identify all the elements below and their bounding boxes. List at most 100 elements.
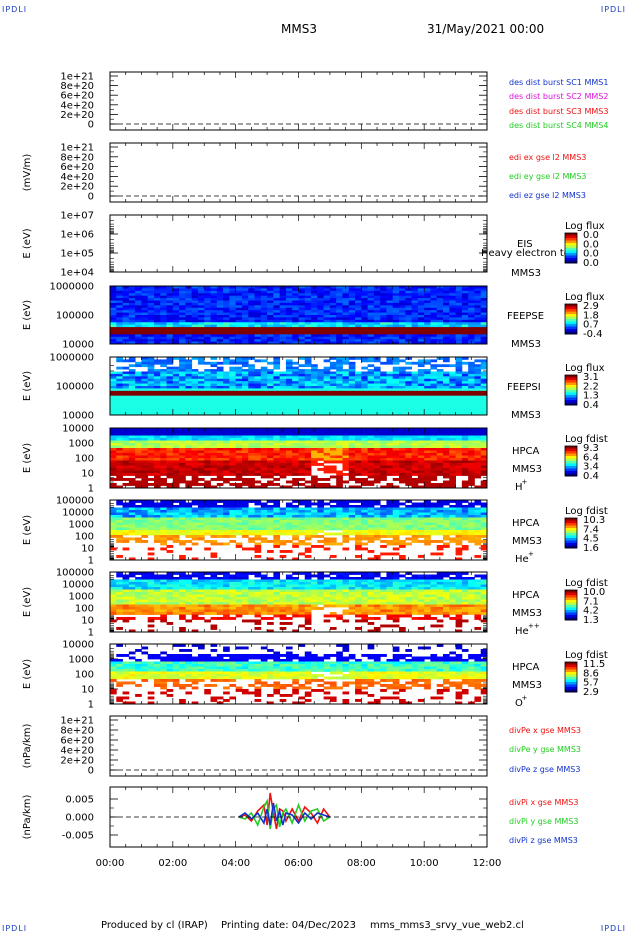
- heatmap-cell: [160, 293, 167, 297]
- heatmap-cell: [191, 430, 199, 434]
- heatmap-cell: [386, 341, 394, 345]
- heatmap-cell: [223, 334, 230, 338]
- heatmap-cell: [367, 453, 375, 456]
- heatmap-cell: [166, 331, 174, 335]
- heatmap-cell: [166, 473, 174, 476]
- heatmap-cell: [185, 388, 193, 392]
- heatmap-cell: [348, 373, 356, 377]
- heatmap-cell: [235, 468, 243, 471]
- heatmap-cell: [430, 329, 438, 333]
- heatmap-cell: [122, 440, 130, 444]
- heatmap-cell: [197, 440, 205, 444]
- heatmap-cell: [172, 288, 180, 292]
- heatmap-cell: [235, 302, 243, 306]
- heatmap-cell: [172, 520, 180, 523]
- heatmap-cell: [110, 458, 117, 461]
- heatmap-cell: [223, 327, 230, 330]
- heatmap-cell: [323, 410, 331, 413]
- heatmap-cell: [147, 527, 155, 531]
- heatmap-cell: [474, 393, 482, 397]
- y-tick-label: 6e+20: [60, 162, 94, 173]
- heatmap-cell: [455, 288, 463, 292]
- heatmap-cell: [204, 369, 211, 372]
- heatmap-cell: [216, 483, 224, 486]
- heatmap-cell: [361, 312, 369, 316]
- heatmap-cell: [147, 361, 155, 365]
- heatmap-cell: [380, 376, 387, 380]
- heatmap-cell: [348, 378, 356, 382]
- heatmap-cell: [323, 448, 331, 451]
- heatmap-cell: [147, 445, 155, 449]
- heatmap-cell: [166, 465, 174, 469]
- heatmap-cell: [172, 448, 180, 451]
- heatmap-cell: [216, 319, 224, 323]
- heatmap-cell: [380, 341, 387, 345]
- heatmap-cell: [147, 324, 155, 328]
- heatmap-cell: [204, 400, 211, 404]
- heatmap-cell: [273, 400, 281, 404]
- heatmap-cell: [424, 412, 431, 416]
- heatmap-cell: [367, 327, 375, 330]
- heatmap-cell: [392, 300, 400, 304]
- heatmap-cell: [197, 450, 205, 454]
- heatmap-cell: [172, 341, 180, 345]
- heatmap-cell: [323, 402, 331, 406]
- heatmap-cell: [185, 468, 193, 471]
- heatmap-cell: [461, 361, 469, 365]
- heatmap-cell: [172, 293, 180, 297]
- heatmap-cell: [348, 445, 356, 449]
- heatmap-cell: [210, 341, 218, 345]
- heatmap-cell: [166, 550, 174, 553]
- heatmap-cell: [298, 453, 306, 456]
- heatmap-cell: [304, 334, 312, 338]
- heatmap-cell: [160, 500, 167, 503]
- heatmap-cell: [304, 412, 312, 416]
- heatmap-cell: [455, 341, 463, 345]
- heatmap-cell: [204, 307, 211, 311]
- heatmap-cell: [443, 412, 450, 416]
- heatmap-cell: [110, 390, 117, 394]
- y-tick-label: 4e+20: [60, 172, 94, 183]
- heatmap-cell: [455, 319, 463, 323]
- heatmap-cell: [380, 443, 387, 446]
- heatmap-cell: [191, 463, 199, 466]
- heatmap-cell: [116, 463, 123, 466]
- heatmap-cell: [267, 470, 274, 474]
- heatmap-cell: [367, 371, 375, 375]
- heatmap-cell: [386, 290, 394, 294]
- heatmap-cell: [248, 470, 255, 474]
- heatmap-cell: [147, 507, 155, 511]
- heatmap-cell: [468, 373, 475, 377]
- heatmap-cell: [248, 440, 255, 444]
- colorbar-swatch: [565, 304, 577, 307]
- heatmap-cell: [254, 369, 262, 372]
- heatmap-cell: [311, 376, 318, 380]
- heatmap-cell: [141, 512, 149, 516]
- heatmap-cell: [461, 470, 469, 474]
- heatmap-cell: [348, 386, 356, 389]
- heatmap-cell: [185, 300, 193, 304]
- heatmap-cell: [399, 290, 406, 294]
- heatmap-cell: [443, 463, 450, 466]
- heatmap-cell: [160, 400, 167, 404]
- heatmap-cell: [160, 410, 167, 413]
- heatmap-cell: [461, 319, 469, 323]
- heatmap-cell: [399, 438, 406, 441]
- heatmap-cell: [166, 386, 174, 389]
- colorbar-swatch: [565, 326, 577, 330]
- heatmap-cell: [122, 407, 130, 411]
- heatmap-cell: [443, 400, 450, 404]
- heatmap-cell: [204, 383, 211, 387]
- heatmap-cell: [430, 443, 438, 446]
- heatmap-cell: [172, 435, 180, 439]
- heatmap-cell: [191, 371, 199, 375]
- heatmap-cell: [235, 390, 243, 394]
- heatmap-cell: [147, 465, 155, 469]
- heatmap-cell: [355, 473, 362, 476]
- heatmap-cell: [267, 376, 274, 380]
- heatmap-cell: [172, 537, 180, 541]
- heatmap-cell: [424, 393, 431, 397]
- heatmap-cell: [480, 433, 488, 436]
- heatmap-cell: [411, 473, 419, 476]
